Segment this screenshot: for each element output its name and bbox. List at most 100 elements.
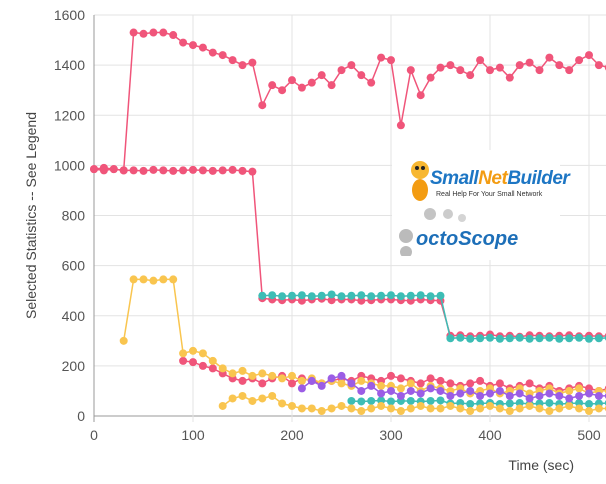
- data-point: [436, 376, 445, 385]
- data-point: [288, 371, 296, 380]
- data-point: [426, 292, 435, 301]
- data-point: [396, 384, 405, 393]
- data-point: [129, 275, 138, 284]
- data-point: [387, 371, 395, 380]
- data-point: [179, 38, 188, 47]
- data-point: [535, 66, 544, 75]
- data-point: [357, 291, 366, 300]
- data-point: [367, 381, 376, 390]
- data-point: [159, 28, 168, 37]
- data-point: [466, 379, 475, 388]
- data-point: [179, 356, 188, 365]
- data-point: [426, 404, 435, 413]
- data-point: [297, 376, 306, 385]
- data-point: [387, 386, 395, 395]
- data-point: [367, 292, 376, 301]
- data-point: [396, 406, 405, 415]
- data-point: [575, 333, 584, 342]
- data-point: [228, 56, 237, 65]
- data-point: [129, 28, 138, 37]
- data-point: [515, 398, 524, 407]
- data-point: [565, 334, 574, 343]
- data-point: [99, 166, 108, 175]
- data-point: [327, 296, 336, 305]
- data-point: [575, 398, 584, 407]
- data-point: [357, 71, 366, 80]
- data-point: [416, 291, 425, 300]
- data-point: [505, 399, 514, 408]
- data-point: [555, 61, 564, 70]
- data-point: [525, 379, 534, 388]
- data-point: [476, 404, 485, 413]
- y-tick-label: 200: [62, 358, 86, 374]
- data-point: [119, 336, 128, 345]
- data-point: [446, 391, 455, 400]
- data-point: [258, 379, 267, 388]
- data-point: [476, 376, 485, 385]
- data-point: [129, 166, 138, 175]
- data-point: [456, 404, 465, 413]
- data-point: [466, 71, 475, 80]
- data-point: [278, 292, 287, 301]
- data-point: [367, 404, 376, 413]
- data-point: [387, 291, 395, 300]
- data-point: [248, 396, 257, 405]
- data-point: [466, 406, 475, 415]
- x-axis-label: Time (sec): [508, 457, 574, 473]
- data-point: [515, 389, 524, 398]
- data-point: [169, 275, 178, 284]
- data-point: [585, 51, 593, 60]
- data-point: [545, 398, 554, 407]
- data-point: [297, 83, 306, 92]
- data-point: [347, 61, 356, 70]
- data-point: [545, 406, 554, 415]
- data-point: [347, 291, 356, 300]
- data-point: [555, 334, 564, 343]
- data-point: [505, 73, 514, 82]
- data-point: [357, 386, 366, 395]
- data-point: [149, 28, 158, 37]
- data-point: [278, 399, 287, 408]
- data-point: [525, 401, 534, 410]
- data-point: [466, 386, 475, 395]
- x-tick-label: 500: [577, 427, 601, 443]
- data-point: [139, 29, 148, 38]
- data-point: [505, 391, 514, 400]
- y-tick-label: 600: [62, 258, 86, 274]
- data-point: [238, 366, 247, 375]
- data-point: [486, 333, 494, 342]
- logo-tagline: Real Help For Your Small Network: [436, 191, 543, 198]
- data-point: [327, 290, 336, 299]
- data-point: [377, 381, 386, 390]
- data-point: [327, 81, 336, 90]
- data-point: [179, 349, 188, 358]
- data-point: [248, 371, 257, 380]
- data-point: [347, 379, 356, 388]
- data-point: [288, 379, 296, 388]
- x-tick-label: 200: [280, 427, 304, 443]
- data-point: [337, 401, 346, 410]
- data-point: [426, 384, 435, 393]
- data-point: [486, 389, 494, 398]
- data-point: [228, 165, 237, 174]
- data-point: [396, 374, 405, 383]
- data-point: [585, 389, 593, 398]
- data-point: [218, 364, 227, 373]
- data-point: [406, 386, 415, 395]
- data-point: [169, 31, 178, 40]
- data-point: [208, 356, 217, 365]
- y-tick-label: 1400: [54, 57, 85, 73]
- data-point: [426, 73, 435, 82]
- data-point: [565, 386, 574, 395]
- data-point: [495, 404, 504, 413]
- data-point: [505, 406, 514, 415]
- data-point: [436, 404, 445, 413]
- data-point: [456, 389, 465, 398]
- data-point: [297, 296, 306, 305]
- data-point: [515, 404, 524, 413]
- data-point: [565, 401, 574, 410]
- data-point: [258, 394, 267, 403]
- data-point: [198, 166, 207, 175]
- data-point: [456, 66, 465, 75]
